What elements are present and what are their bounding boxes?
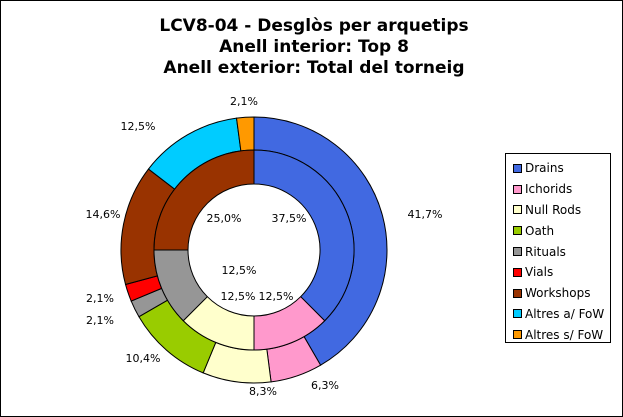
inner-label-workshops: 25,0% [207, 212, 242, 225]
legend-label: Altres a/ FoW [525, 306, 605, 321]
chart-title-line-3: Anell exterior: Total del torneig [163, 58, 464, 78]
legend: Drains Ichorids Null Rods Oath Rituals Vials W… [505, 153, 611, 343]
legend-swatch [513, 330, 522, 340]
outer-label-null-rods: 8,3% [249, 385, 277, 398]
outer-label-vials: 2,1% [86, 292, 114, 305]
inner-slice-workshops [153, 149, 255, 251]
outer-label-rituals: 2,1% [86, 314, 114, 327]
chart-title-line-2: Anell interior: Top 8 [219, 37, 409, 57]
legend-item-ichorids: Ichorids [513, 179, 610, 200]
outer-label-altres-s-fow: 2,1% [230, 95, 258, 108]
legend-label: Vials [525, 265, 554, 280]
legend-label: Workshops [525, 286, 591, 301]
outer-label-drains: 41,7% [408, 208, 443, 221]
legend-item-altres-a-fow: Altres a/ FoW [513, 304, 610, 325]
legend-item-null-rods: Null Rods [513, 200, 610, 221]
inner-label-rituals: 12,5% [222, 264, 257, 277]
legend-label: Altres s/ FoW [525, 327, 604, 342]
outer-label-ichorids: 6,3% [311, 379, 339, 392]
legend-label: Drains [525, 161, 564, 176]
legend-label: Null Rods [525, 202, 582, 217]
legend-item-altres-s-fow: Altres s/ FoW [513, 324, 610, 345]
inner-label-drains: 37,5% [272, 212, 307, 225]
legend-swatch [513, 247, 522, 257]
inner-slice-drains [253, 149, 355, 322]
legend-item-workshops: Workshops [513, 283, 610, 304]
legend-item-vials: Vials [513, 262, 610, 283]
legend-item-rituals: Rituals [513, 241, 610, 262]
outer-label-altres-a-fow: 12,5% [121, 120, 156, 133]
legend-swatch [513, 205, 522, 215]
chart-title-line-1: LCV8-04 - Desglòs per arquetips [159, 16, 468, 36]
outer-ring [120, 116, 388, 384]
inner-label-ichorids: 12,5% [259, 290, 294, 303]
inner-label-null-rods: 12,5% [221, 290, 256, 303]
legend-swatch [513, 267, 522, 277]
legend-item-oath: Oath [513, 220, 610, 241]
outer-label-workshops: 14,6% [86, 208, 121, 221]
legend-swatch [513, 288, 522, 298]
legend-label: Oath [525, 223, 555, 238]
legend-swatch [513, 163, 522, 173]
legend-swatch [513, 309, 522, 319]
inner-ring [153, 149, 355, 351]
legend-label: Ichorids [525, 182, 573, 197]
legend-swatch [513, 226, 522, 236]
legend-swatch [513, 184, 522, 194]
outer-label-oath: 10,4% [126, 352, 161, 365]
data-labels: 41,7% 6,3% 8,3% 10,4% 2,1% 2,1% 14,6% 12,5% 2,1%… [86, 95, 443, 398]
legend-label: Rituals [525, 244, 566, 259]
legend-item-drains: Drains [513, 158, 610, 179]
